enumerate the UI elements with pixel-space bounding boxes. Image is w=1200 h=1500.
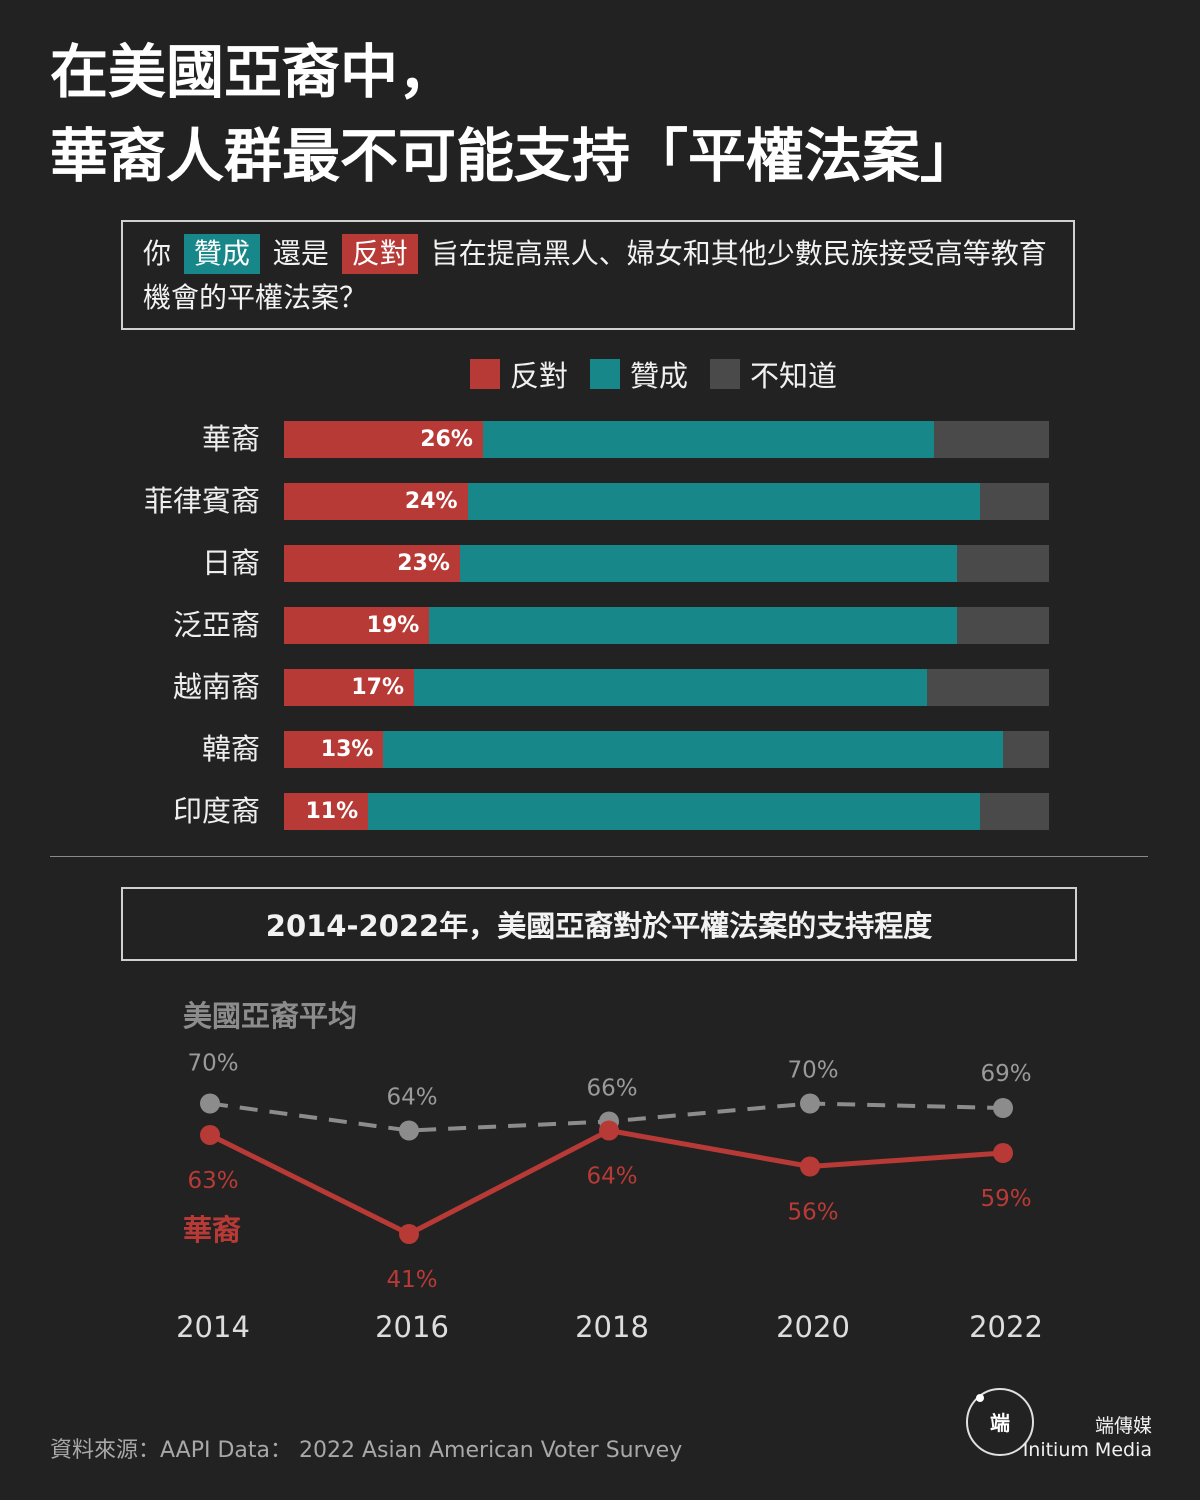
chinese-point — [993, 1143, 1013, 1163]
bar-category-label: 華裔 — [201, 422, 260, 456]
bar-category-label: 日裔 — [201, 546, 260, 580]
legend-item: 不知道 — [710, 353, 837, 395]
bar-segment-dontknow — [1003, 731, 1049, 768]
bar-category-label: 韓裔 — [201, 732, 260, 766]
bar-row: 泛亞裔 19% — [0, 607, 1200, 644]
bar-row: 韓裔 13% — [0, 731, 1200, 768]
bar-segment-oppose: 13% — [284, 731, 384, 768]
question-mid: 還是 — [272, 237, 329, 270]
brand-name-zh: 端傳媒 — [1094, 1415, 1152, 1437]
bar-category-label: 越南裔 — [172, 670, 260, 704]
bar-segment-oppose: 24% — [284, 483, 468, 520]
bar-row: 菲律賓裔 24% — [0, 483, 1200, 520]
stacked-bar: 24% — [284, 483, 1049, 520]
average-point — [993, 1098, 1013, 1118]
bar-segment-support — [459, 545, 958, 582]
bar-row: 華裔 26% — [0, 421, 1200, 458]
legend-item: 反對 — [470, 353, 568, 395]
bar-segment-oppose: 11% — [284, 793, 369, 830]
question-pre: 你 — [143, 237, 172, 270]
brand-logo: 端 — [966, 1388, 1034, 1456]
legend-label: 贊成 — [630, 359, 689, 393]
chinese-point — [800, 1156, 820, 1177]
question-box: 你 贊成 還是 反對 旨在提高黑人、婦女和其他少數民族接受高等教育機會的平權法案… — [121, 220, 1075, 330]
stacked-bar: 17% — [284, 669, 1049, 706]
x-tick-label: 2020 — [776, 1310, 850, 1344]
average-data-label: 66% — [586, 1076, 637, 1102]
line-chart-title-box: 2014-2022年，美國亞裔對於平權法案的支持程度 — [121, 887, 1077, 961]
stacked-bar: 26% — [284, 421, 1049, 458]
x-tick-label: 2018 — [575, 1310, 649, 1344]
bar-segment-support — [368, 793, 981, 830]
line-chart-title: 2014-2022年，美國亞裔對於平權法案的支持程度 — [265, 909, 933, 943]
series-label-chinese: 華裔 — [183, 1213, 241, 1247]
bar-segment-support — [383, 731, 1004, 768]
average-point — [200, 1093, 220, 1114]
bar-row: 日裔 23% — [0, 545, 1200, 582]
bar-segment-oppose: 17% — [284, 669, 415, 706]
chinese-point — [200, 1125, 220, 1145]
bar-segment-oppose: 23% — [284, 545, 460, 582]
bar-row: 越南裔 17% — [0, 669, 1200, 706]
average-data-label: 69% — [980, 1061, 1031, 1087]
x-tick-label: 2016 — [375, 1310, 449, 1344]
stacked-bar: 13% — [284, 731, 1049, 768]
average-point — [399, 1120, 419, 1141]
title-line-1: 在美國亞裔中， — [50, 38, 457, 106]
brand-name-en: Initium Media — [1022, 1439, 1152, 1461]
bar-segment-dontknow — [957, 545, 1049, 582]
chinese-point — [599, 1120, 619, 1141]
page-title: 在美國亞裔中， 華裔人群最不可能支持「平權法案」 — [50, 30, 1170, 198]
stacked-bar: 19% — [284, 607, 1049, 644]
bar-segment-dontknow — [934, 421, 1049, 458]
chinese-point — [399, 1224, 419, 1244]
bar-row: 印度裔 11% — [0, 793, 1200, 830]
title-line-2: 華裔人群最不可能支持「平權法案」 — [50, 122, 979, 190]
bar-segment-oppose: 19% — [284, 607, 430, 644]
bar-legend: 反對 贊成 不知道 — [470, 354, 859, 394]
average-point — [800, 1093, 820, 1114]
logo-glyph: 端 — [990, 1411, 1010, 1435]
chinese-data-label: 41% — [386, 1267, 437, 1293]
x-tick-label: 2014 — [176, 1310, 250, 1344]
x-tick-label: 2022 — [969, 1310, 1043, 1344]
section-divider — [50, 856, 1148, 857]
oppose-chip: 反對 — [341, 234, 418, 274]
logo-dot-icon — [976, 1394, 984, 1402]
bar-segment-dontknow — [980, 793, 1049, 830]
bar-segment-dontknow — [926, 669, 1049, 706]
bar-category-label: 泛亞裔 — [172, 608, 260, 642]
legend-label: 反對 — [510, 359, 569, 393]
legend-swatch — [590, 359, 621, 389]
bar-segment-oppose: 26% — [284, 421, 483, 458]
average-data-label: 70% — [787, 1058, 838, 1084]
support-chip: 贊成 — [183, 234, 260, 274]
bar-segment-dontknow — [957, 607, 1049, 644]
chinese-data-label: 63% — [187, 1168, 238, 1194]
bar-segment-support — [467, 483, 981, 520]
bar-segment-support — [429, 607, 958, 644]
chinese-data-label: 56% — [787, 1200, 838, 1226]
bar-category-label: 菲律賓裔 — [143, 484, 260, 518]
average-data-label: 64% — [386, 1085, 437, 1111]
bar-segment-support — [482, 421, 935, 458]
source-note: 資料來源：AAPI Data： 2022 Asian American Vote… — [50, 1438, 683, 1463]
legend-label: 不知道 — [750, 359, 838, 393]
question-post: 旨在提高黑人、婦女和其他少數民族接受高等教育機會的平權法案？ — [143, 237, 1047, 314]
legend-item: 贊成 — [590, 353, 688, 395]
brand-name: 端傳媒 Initium Media — [1023, 1414, 1152, 1462]
series-label-average: 美國亞裔平均 — [183, 999, 357, 1033]
average-data-label: 70% — [187, 1051, 238, 1077]
legend-swatch — [710, 359, 741, 389]
chinese-data-label: 59% — [980, 1186, 1031, 1212]
stacked-bar: 23% — [284, 545, 1049, 582]
chinese-data-label: 64% — [586, 1164, 637, 1190]
legend-swatch — [470, 359, 500, 389]
bar-segment-dontknow — [980, 483, 1049, 520]
bar-category-label: 印度裔 — [172, 794, 260, 828]
bar-segment-support — [414, 669, 927, 706]
stacked-bar: 11% — [284, 793, 1049, 830]
